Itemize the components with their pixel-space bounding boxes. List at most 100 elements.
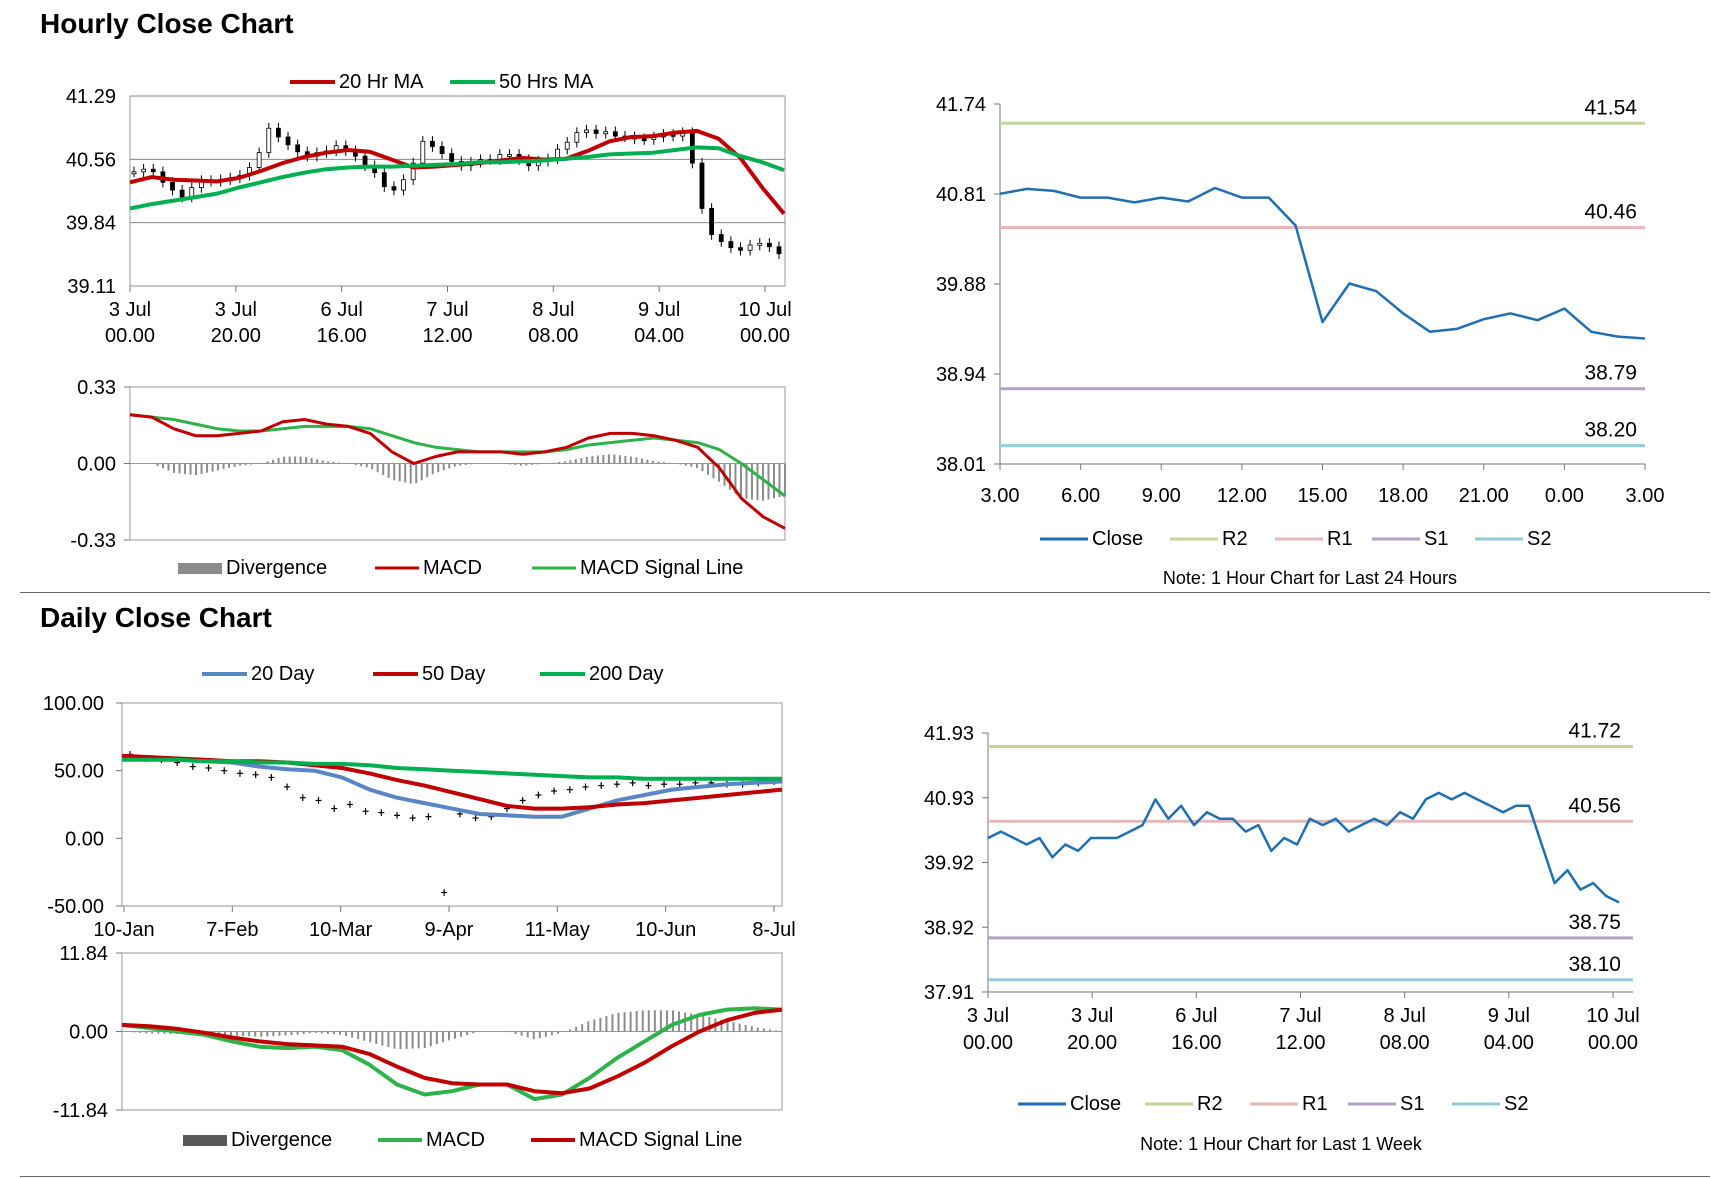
hourly-ma-x-tick-time: 20.00 [211,325,261,347]
daily-ma-x-tick-label: 10-Jun [635,919,696,941]
section-divider [20,592,1710,593]
daily-close-y-tick-label: 41.93 [924,723,974,745]
legend-50hrs-ma-label: 50 Hrs MA [499,71,594,93]
hourly-ma-x-tick-time: 00.00 [105,325,155,347]
candle-body [766,242,772,248]
hourly-ma-x-tick-time: 08.00 [528,325,578,347]
hourly-close-x-tick-label: 0.00 [1545,485,1584,507]
daily-ma-x-tick-label: 9-Apr [425,919,474,941]
close-line [987,791,1620,904]
daily-ma-x-tick-label: 10-Mar [309,919,373,941]
plot-frame [121,702,783,907]
hourly-ma-x-tick-time: 12.00 [422,325,472,347]
level-label-r2: 41.72 [1568,720,1621,743]
hourly-ma-x-tick-date: 3 Jul [215,299,257,321]
daily-close-y-tick-label: 37.91 [924,982,974,1004]
legend-close-label: Close [1070,1093,1121,1115]
daily-close-x-tick-date: 3 Jul [1071,1005,1113,1027]
candle-body [757,242,763,246]
macd-signal-line [121,1007,783,1096]
level-label-s1: 38.79 [1584,362,1637,385]
hourly-macd-y-tick-label: 0.33 [77,377,116,399]
hourly-ma-x-tick-time: 00.00 [740,325,790,347]
candle-body [593,129,599,134]
ma-line-50-hrs-ma [129,145,785,211]
hourly-macd-y-tick-label: -0.33 [70,530,116,552]
daily-macd-y-tick-label: 11.84 [59,943,108,965]
daily-section-title: Daily Close Chart [40,602,272,633]
level-label-r2: 41.54 [1584,96,1637,119]
daily-ma-x-tick-label: 8-Jul [752,919,795,941]
daily-ma-x-tick-label: 11-May [525,919,590,941]
daily-macd-y-tick-label: 0.00 [69,1022,108,1044]
legend-macd-signal-label: MACD Signal Line [580,557,743,579]
daily-ma-y-tick-label: 0.00 [65,828,104,850]
hourly-ma-y-tick-label: 39.84 [66,213,116,235]
candle-body [295,144,301,153]
candle-body [439,146,445,154]
hourly-close-x-tick-label: 3.00 [981,485,1020,507]
daily-close-y-tick-label: 40.93 [924,788,974,810]
hourly-ma-x-tick-time: 16.00 [317,325,367,347]
ma-line-20-hr-ma [129,128,786,215]
level-label-r1: 40.56 [1568,794,1621,817]
daily-close-x-tick-time: 00.00 [963,1032,1013,1054]
legend-divergence-label: Divergence [226,557,327,579]
legend-s1-label: S1 [1400,1093,1424,1115]
candle-body [410,162,416,181]
level-label-s2: 38.20 [1584,419,1637,442]
legend-r1-label: R1 [1302,1093,1328,1115]
macd-line [121,1006,783,1102]
hourly-close-y-tick-label: 38.94 [936,364,986,386]
hourly-ma-x-tick-date: 9 Jul [638,299,680,321]
hourly-macd-y-tick-label: 0.00 [77,454,116,476]
candle-body [141,168,147,173]
candle-body [381,172,387,188]
candle-body [728,241,734,249]
candle-body [179,189,185,198]
daily-close-x-tick-time: 00.00 [1588,1032,1638,1054]
candle-body [574,132,580,143]
legend-divergence-swatch [178,563,222,574]
candle-body [420,140,426,164]
level-label-s1: 38.75 [1568,911,1621,934]
daily-close-x-tick-date: 10 Jul [1586,1005,1639,1027]
daily-close-x-tick-time: 12.00 [1275,1032,1325,1054]
legend-s2-label: S2 [1504,1093,1528,1115]
legend-50-day-label: 50 Day [422,663,485,685]
daily-close-x-tick-time: 04.00 [1484,1032,1534,1054]
hourly-close-y-tick-label: 38.01 [936,454,986,476]
candle-body [266,127,272,154]
hourly-ma-y-tick-label: 39.11 [67,276,116,298]
macd-signal-line [129,413,786,498]
candle-body [738,247,743,251]
candle-body [612,131,618,137]
legend-divergence-label: Divergence [231,1129,332,1151]
daily-close-x-tick-date: 3 Jul [967,1005,1009,1027]
legend-close-label: Close [1092,528,1143,550]
hourly-ma-x-tick-time: 04.00 [634,325,684,347]
hourly-close-x-tick-label: 18.00 [1378,485,1428,507]
candle-body [564,141,570,150]
daily-close-x-tick-time: 20.00 [1067,1032,1117,1054]
candle-body [776,246,782,255]
legend-macd-label: MACD [423,557,482,579]
candle-body [391,186,397,191]
daily-close-y-tick-label: 39.92 [924,853,974,875]
hourly-ma-x-tick-date: 10 Jul [738,299,791,321]
daily-macd-y-tick-label: -11.84 [53,1100,108,1122]
legend-20-day-label: 20 Day [251,663,314,685]
daily-ma-x-tick-label: 10-Jan [93,919,154,941]
candle-body [641,138,647,142]
candle-body [747,244,753,251]
legend-20hr-ma-label: 20 Hr MA [339,71,424,93]
candle-body [430,140,435,147]
daily-ma-y-tick-label: -50.00 [47,896,104,918]
hourly-close-y-tick-label: 41.74 [936,94,986,116]
ma-line-20-day [121,755,783,819]
hourly-close-x-tick-label: 6.00 [1061,485,1100,507]
hourly-close-y-tick-label: 39.88 [936,274,986,296]
macd-line [129,413,786,530]
hourly-close-x-tick-label: 9.00 [1142,485,1181,507]
